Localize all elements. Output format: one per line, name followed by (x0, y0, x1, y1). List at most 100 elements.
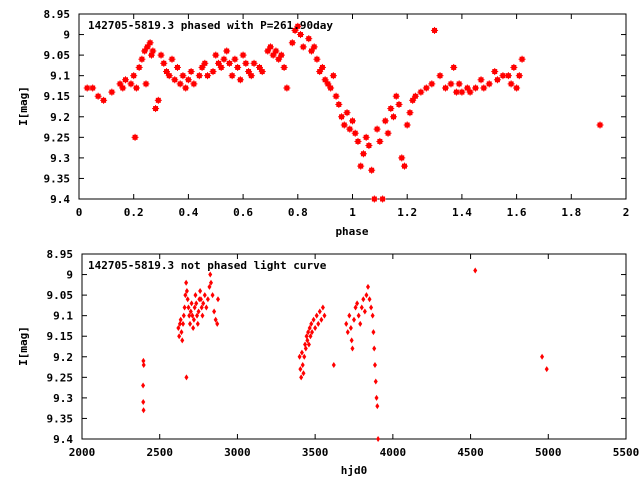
data-point (192, 304, 197, 311)
data-point (201, 59, 209, 67)
data-point (264, 47, 272, 55)
data-point (319, 316, 324, 323)
data-point (141, 357, 146, 364)
data-point (518, 55, 526, 63)
data-point (406, 109, 414, 117)
data-point (417, 88, 425, 96)
data-point (297, 353, 302, 360)
data-point (184, 374, 189, 381)
data-point (372, 362, 377, 368)
data-point (376, 137, 384, 145)
unphased-x-tick-label: 3500 (302, 446, 329, 459)
phased-y-tick-label: 9.35 (44, 172, 71, 185)
data-point (359, 150, 367, 158)
data-point (142, 80, 150, 88)
data-point (184, 76, 192, 84)
data-point (301, 370, 306, 377)
data-point (195, 320, 200, 327)
data-point (135, 63, 143, 71)
data-point (209, 68, 217, 76)
data-point (358, 320, 363, 327)
data-point (236, 76, 244, 84)
data-point (395, 100, 403, 108)
data-point (306, 341, 311, 348)
data-point (190, 80, 198, 88)
data-point (317, 308, 322, 315)
data-point (183, 292, 188, 299)
data-point (540, 353, 545, 360)
data-point (131, 133, 139, 141)
data-point (127, 80, 135, 88)
unphased-y-tick-label: 9.25 (47, 371, 74, 384)
unphased-x-tick-label: 4500 (457, 446, 484, 459)
data-point (186, 304, 191, 311)
data-point (280, 63, 288, 71)
unphased-x-tick-label: 5500 (613, 446, 640, 459)
unphased-chart-y-ticks: 8.95 9 9.05 9.1 9.15 9.2 9.25 9.3 9.35 9.4 (47, 248, 626, 446)
phased-x-tick-label: 0.2 (124, 206, 144, 219)
data-point (318, 63, 326, 71)
data-point (428, 80, 436, 88)
data-point (352, 316, 356, 323)
data-point (141, 399, 146, 405)
phased-chart-x-ticks: 0 0.2 0.4 0.6 0.8 1 1.2 1.4 1.6 1.8 2 (76, 14, 629, 219)
data-point (178, 316, 183, 323)
data-point (491, 68, 499, 76)
phased-y-tick-label: 9.05 (44, 49, 71, 62)
data-point (507, 80, 515, 88)
data-point (297, 31, 305, 39)
data-point (392, 92, 400, 100)
data-point (313, 325, 318, 331)
data-point (321, 76, 329, 84)
phased-x-tick-label: 1.4 (452, 206, 472, 219)
phased-y-tick-label: 9.2 (50, 111, 70, 124)
data-point (544, 366, 549, 373)
data-point (195, 72, 203, 80)
data-point (205, 296, 210, 303)
unphased-x-tick-label: 5000 (535, 446, 562, 459)
data-point (371, 329, 376, 336)
data-point (299, 349, 304, 356)
data-point (269, 51, 277, 59)
data-point (294, 22, 302, 30)
data-point (141, 47, 149, 55)
data-point (390, 113, 398, 121)
data-point (513, 84, 521, 92)
unphased-chart-points (141, 267, 549, 442)
data-point (436, 72, 444, 80)
data-point (299, 43, 307, 51)
data-point (116, 80, 124, 88)
data-point (89, 84, 97, 92)
data-point (188, 308, 193, 315)
data-point (472, 84, 480, 92)
data-point (450, 63, 458, 71)
data-point (370, 312, 375, 319)
data-point (191, 325, 196, 331)
phased-y-tick-label: 9.3 (50, 152, 70, 165)
data-point (398, 154, 406, 162)
data-point (455, 80, 463, 88)
data-point (152, 105, 160, 113)
data-point (332, 92, 340, 100)
data-point (596, 121, 604, 129)
phased-x-tick-label: 1.6 (507, 206, 527, 219)
data-point (242, 59, 250, 67)
data-point (277, 51, 285, 59)
unphased-y-tick-label: 9.2 (53, 351, 73, 364)
data-point (176, 80, 184, 88)
data-point (94, 92, 102, 100)
data-point (346, 125, 354, 133)
data-point (184, 279, 189, 286)
data-point (141, 382, 146, 389)
data-point (258, 68, 266, 76)
data-point (204, 72, 212, 80)
data-point (373, 378, 378, 385)
unphased-y-tick-label: 9.35 (47, 412, 74, 425)
data-point (473, 267, 478, 274)
data-point (141, 362, 146, 368)
data-point (256, 63, 264, 71)
data-point (171, 76, 179, 84)
data-point (480, 84, 488, 92)
data-point (298, 366, 303, 373)
